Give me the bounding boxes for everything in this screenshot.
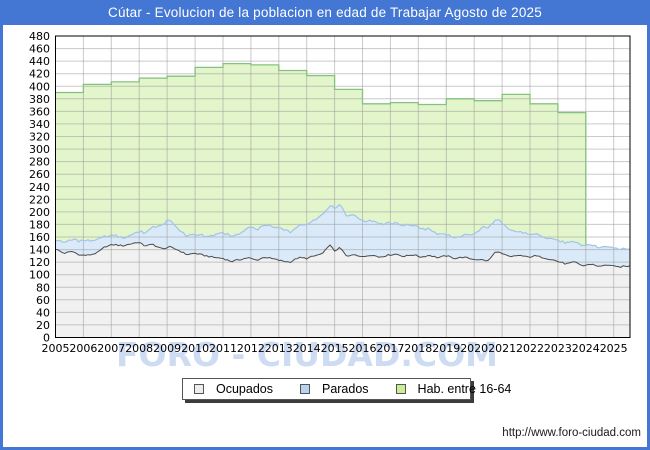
legend: Ocupados Parados Hab. entre 16-64 — [182, 378, 511, 400]
svg-text:0: 0 — [43, 332, 50, 345]
svg-text:400: 400 — [29, 80, 50, 93]
series-ocupados-area — [55, 242, 630, 338]
svg-text:240: 240 — [29, 181, 50, 194]
svg-text:100: 100 — [29, 269, 50, 282]
svg-text:2012: 2012 — [237, 342, 265, 355]
svg-text:2016: 2016 — [349, 342, 377, 355]
y-axis-labels: 0204060801001201401601802002202402602803… — [29, 30, 50, 345]
svg-text:80: 80 — [36, 281, 50, 294]
parados-swatch-icon — [299, 384, 310, 394]
svg-text:320: 320 — [29, 131, 50, 144]
svg-text:140: 140 — [29, 244, 50, 257]
svg-text:2024: 2024 — [572, 342, 600, 355]
svg-text:2023: 2023 — [544, 342, 572, 355]
svg-text:2009: 2009 — [153, 342, 181, 355]
hab-16-64-swatch-icon — [395, 384, 406, 394]
svg-text:380: 380 — [29, 93, 50, 106]
svg-text:480: 480 — [29, 30, 50, 43]
series-parados-line — [55, 203, 631, 251]
legend-item-parados: Parados — [299, 382, 369, 396]
svg-text:200: 200 — [29, 206, 50, 219]
legend-label-parados: Parados — [321, 382, 369, 396]
footer-url: http://www.foro-ciudad.com — [502, 427, 641, 439]
legend-item-ocupados: Ocupados — [194, 382, 273, 396]
ocupados-swatch-icon — [194, 384, 204, 394]
svg-text:2011: 2011 — [209, 342, 237, 355]
svg-text:340: 340 — [29, 118, 50, 131]
svg-text:2020: 2020 — [460, 342, 488, 355]
series-hab-16-64-line — [55, 62, 587, 247]
svg-text:2014: 2014 — [293, 342, 321, 355]
window-titlebar: Cútar - Evolucion de la poblacion en eda… — [0, 0, 650, 25]
svg-text:2015: 2015 — [321, 342, 349, 355]
watermark: FORO - CIUDAD.COM — [116, 335, 498, 374]
svg-text:420: 420 — [29, 68, 50, 81]
window-title: Cútar - Evolucion de la poblacion en eda… — [108, 5, 542, 20]
legend-label-hab-16-64: Hab. entre 16-64 — [417, 382, 512, 396]
series-ocupados-line — [55, 242, 631, 268]
svg-text:280: 280 — [29, 156, 50, 169]
svg-text:220: 220 — [29, 193, 50, 206]
svg-text:2017: 2017 — [376, 342, 404, 355]
svg-text:440: 440 — [29, 55, 50, 68]
grid-lines — [55, 36, 630, 338]
svg-text:2006: 2006 — [69, 342, 97, 355]
svg-text:160: 160 — [29, 231, 50, 244]
svg-text:300: 300 — [29, 143, 50, 156]
svg-text:60: 60 — [36, 294, 50, 307]
svg-text:460: 460 — [29, 43, 50, 56]
svg-text:40: 40 — [36, 306, 50, 319]
svg-text:2007: 2007 — [97, 342, 125, 355]
legend-label-ocupados: Ocupados — [216, 382, 273, 396]
svg-text:260: 260 — [29, 168, 50, 181]
x-axis-labels: 2005 2006 2007 2008 2009 2010 2011 2012 2013 2014… — [42, 342, 628, 355]
svg-text:180: 180 — [29, 218, 50, 231]
svg-text:2021: 2021 — [488, 342, 516, 355]
svg-text:2005: 2005 — [42, 342, 70, 355]
svg-text:20: 20 — [36, 319, 50, 332]
svg-text:2008: 2008 — [125, 342, 153, 355]
svg-text:120: 120 — [29, 256, 50, 269]
svg-text:2025: 2025 — [600, 342, 628, 355]
svg-text:2018: 2018 — [404, 342, 432, 355]
svg-text:2019: 2019 — [432, 342, 460, 355]
svg-text:2022: 2022 — [516, 342, 544, 355]
legend-item-hab-16-64: Hab. entre 16-64 — [395, 382, 512, 396]
svg-text:360: 360 — [29, 105, 50, 118]
svg-text:2010: 2010 — [181, 342, 209, 355]
plot-border — [55, 35, 631, 338]
svg-text:2013: 2013 — [265, 342, 293, 355]
